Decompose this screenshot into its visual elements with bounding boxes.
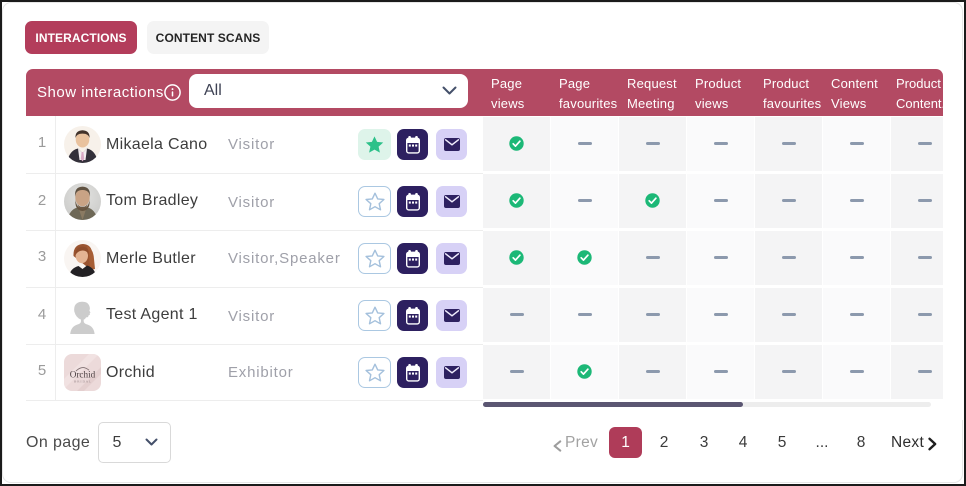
svg-text:B R I D A L: B R I D A L: [74, 380, 91, 384]
svg-text:Orchid: Orchid: [70, 370, 96, 380]
